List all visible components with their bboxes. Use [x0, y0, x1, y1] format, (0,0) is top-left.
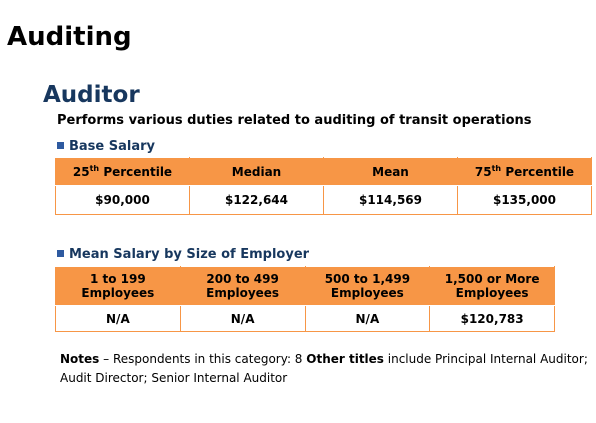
t: 200 to 499 [206, 272, 279, 286]
value-cell: $135,000 [457, 185, 592, 215]
value-row: $90,000 $122,644 $114,569 $135,000 [55, 185, 592, 215]
t: 25 [72, 165, 90, 179]
t: 1,500 or More [444, 272, 540, 286]
sup: th [89, 164, 100, 173]
notes-text: – Respondents in this category: 8 [99, 352, 307, 366]
notes: Notes – Respondents in this category: 8 … [60, 350, 590, 388]
value-cell: $122,644 [189, 185, 324, 215]
value-row: N/A N/A N/A $120,783 [55, 305, 555, 332]
bullet [57, 142, 64, 149]
employer-size-table: 1 to 199 Employees 200 to 499 Employees 50… [55, 266, 555, 332]
bullet [57, 250, 64, 257]
section-heading: Base Salary [57, 139, 155, 154]
header-cell: Mean [323, 157, 458, 186]
header-row: 25th Percentile Median Mean 75th Percent… [55, 157, 592, 186]
section-heading: Mean Salary by Size of Employer [57, 247, 309, 262]
header-cell: 75th Percentile [457, 157, 592, 186]
job-title: Auditor [43, 82, 140, 108]
value-cell: N/A [55, 305, 181, 332]
value-cell: $90,000 [55, 185, 190, 215]
value-cell: N/A [179, 305, 306, 332]
t: Employees [206, 286, 280, 300]
header-cell: 500 to 1,499 Employees [304, 266, 431, 306]
t: Employees [330, 286, 404, 300]
sup: th [491, 164, 502, 173]
t: Percentile [501, 165, 575, 179]
heading-text: Base Salary [69, 139, 156, 154]
base-salary-table: 25th Percentile Median Mean 75th Percent… [55, 157, 592, 215]
t: Employees [81, 286, 155, 300]
other-titles-text: include Principal Internal Auditor; Audi… [60, 352, 588, 385]
t: Employees [455, 286, 529, 300]
header-cell: 200 to 499 Employees [179, 266, 306, 306]
value-cell: $114,569 [323, 185, 458, 215]
header-cell: 1 to 199 Employees [55, 266, 181, 306]
value-cell: N/A [304, 305, 431, 332]
t: 75 [474, 165, 492, 179]
value-cell: $120,783 [429, 305, 555, 332]
header-cell: 1,500 or More Employees [429, 266, 555, 306]
t: 500 to 1,499 [324, 272, 411, 286]
t: 1 to 199 [90, 272, 146, 286]
job-description: Performs various duties related to audit… [57, 113, 532, 128]
header-row: 1 to 199 Employees 200 to 499 Employees 50… [55, 266, 555, 306]
other-titles-label: Other titles [306, 352, 384, 366]
header-cell: 25th Percentile [55, 157, 190, 186]
header-cell: Median [189, 157, 324, 186]
page-title: Auditing [7, 22, 132, 52]
heading-text: Mean Salary by Size of Employer [69, 247, 310, 262]
t: Percentile [99, 165, 173, 179]
notes-label: Notes [60, 352, 100, 366]
